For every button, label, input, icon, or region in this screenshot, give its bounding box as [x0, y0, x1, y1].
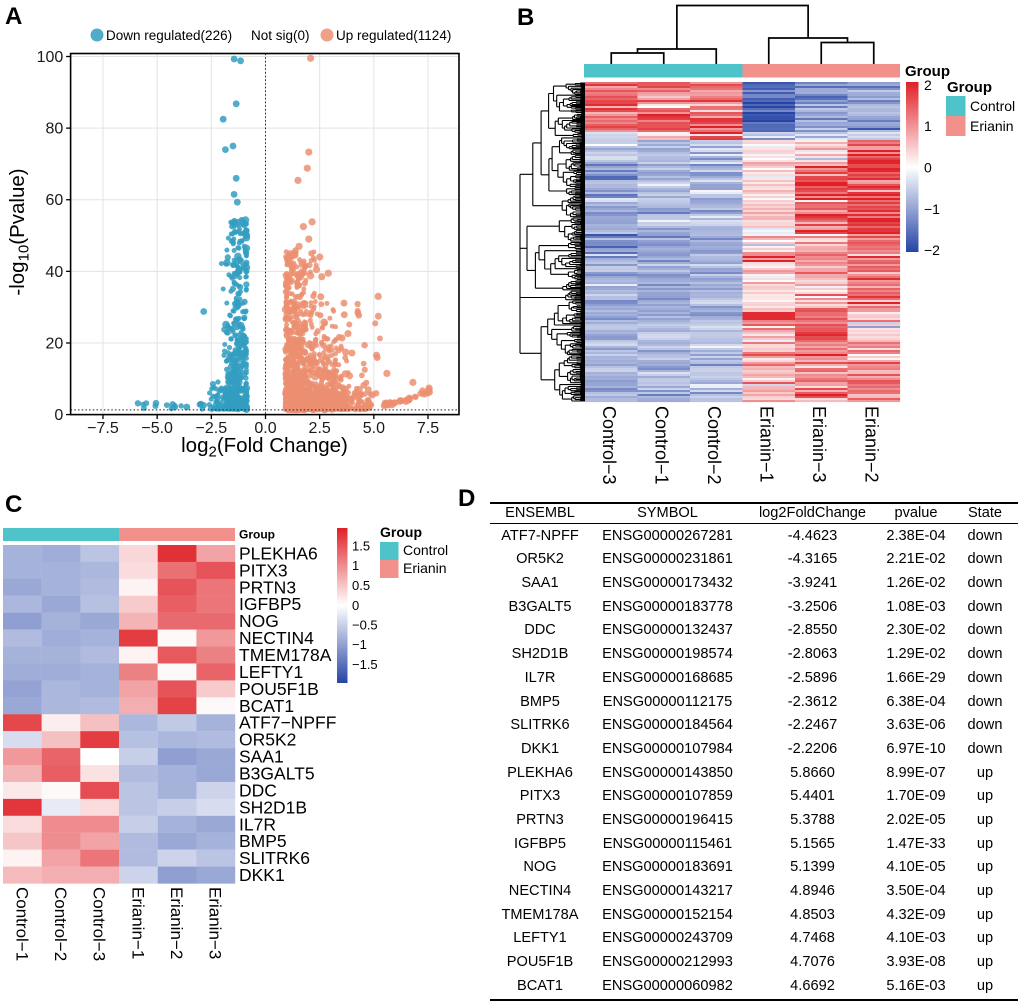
svg-text:20: 20	[46, 335, 64, 352]
svg-text:Control−2: Control−2	[704, 406, 724, 485]
svg-text:DKK1: DKK1	[239, 865, 285, 885]
svg-text:Erianin−3: Erianin−3	[206, 887, 225, 959]
svg-text:0: 0	[924, 160, 932, 176]
svg-text:−2.5: −2.5	[196, 420, 228, 437]
svg-text:Erianin−1: Erianin−1	[757, 406, 777, 483]
svg-text:Down regulated(226): Down regulated(226)	[106, 28, 232, 43]
svg-text:PITX3: PITX3	[239, 560, 288, 580]
svg-text:80: 80	[46, 121, 64, 138]
svg-text:Control: Control	[403, 542, 448, 558]
svg-text:IL7R: IL7R	[239, 814, 276, 834]
svg-text:C: C	[5, 491, 22, 518]
svg-text:SLITRK6: SLITRK6	[239, 848, 310, 868]
svg-text:Erianin−2: Erianin−2	[167, 887, 186, 959]
svg-text:Group: Group	[380, 524, 422, 540]
svg-text:1.5: 1.5	[352, 539, 370, 554]
svg-text:Control−1: Control−1	[12, 887, 31, 961]
svg-text:Control−3: Control−3	[599, 406, 619, 485]
svg-text:1: 1	[352, 558, 359, 573]
svg-text:−2: −2	[924, 242, 940, 258]
svg-text:SH2D1B: SH2D1B	[239, 797, 307, 817]
svg-text:SAA1: SAA1	[239, 747, 284, 767]
svg-text:Control: Control	[970, 98, 1015, 114]
svg-text:log2(Fold Change): log2(Fold Change)	[181, 434, 348, 461]
svg-text:Erianin−1: Erianin−1	[128, 887, 147, 959]
svg-text:B3GALT5: B3GALT5	[239, 764, 315, 784]
svg-text:5.0: 5.0	[363, 420, 385, 437]
svg-text:−1.5: −1.5	[352, 657, 378, 672]
svg-text:Control−1: Control−1	[652, 406, 672, 485]
svg-text:−0.5: −0.5	[352, 618, 378, 633]
svg-text:-log10(Pvalue): -log10(Pvalue)	[6, 168, 33, 295]
svg-text:0: 0	[54, 407, 63, 424]
svg-text:ATF7−NPFF: ATF7−NPFF	[239, 713, 336, 733]
svg-text:LEFTY1: LEFTY1	[239, 662, 303, 682]
svg-text:−1: −1	[352, 637, 367, 652]
svg-text:Erianin: Erianin	[403, 560, 447, 576]
svg-text:BMP5: BMP5	[239, 831, 287, 851]
svg-text:PRTN3: PRTN3	[239, 577, 296, 597]
svg-text:−1: −1	[924, 201, 940, 217]
svg-text:Control−2: Control−2	[51, 887, 70, 961]
svg-text:0.5: 0.5	[352, 578, 370, 593]
svg-text:Up regulated(1124): Up regulated(1124)	[336, 28, 451, 43]
svg-text:NECTIN4: NECTIN4	[239, 628, 314, 648]
svg-text:NOG: NOG	[239, 611, 279, 631]
svg-text:0: 0	[352, 598, 359, 613]
svg-text:−7.5: −7.5	[87, 420, 119, 437]
svg-text:2.5: 2.5	[309, 420, 331, 437]
svg-text:100: 100	[37, 49, 64, 66]
svg-text:POU5F1B: POU5F1B	[239, 679, 319, 699]
svg-text:B: B	[517, 4, 534, 31]
svg-text:A: A	[5, 3, 22, 30]
svg-text:7.5: 7.5	[417, 420, 439, 437]
svg-text:TMEM178A: TMEM178A	[239, 645, 332, 665]
svg-text:2: 2	[924, 77, 932, 93]
svg-text:IGFBP5: IGFBP5	[239, 594, 301, 614]
svg-text:−5.0: −5.0	[141, 420, 173, 437]
svg-text:Group: Group	[239, 528, 275, 542]
svg-text:Erianin−3: Erianin−3	[809, 406, 829, 483]
svg-text:OR5K2: OR5K2	[239, 730, 296, 750]
svg-text:DDC: DDC	[239, 780, 277, 800]
svg-text:Not sig(0): Not sig(0)	[251, 28, 310, 43]
svg-text:40: 40	[46, 264, 64, 281]
svg-text:Group: Group	[905, 63, 950, 80]
svg-text:Group: Group	[947, 79, 992, 96]
svg-text:PLEKHA6: PLEKHA6	[239, 544, 318, 564]
svg-text:BCAT1: BCAT1	[239, 696, 294, 716]
svg-text:60: 60	[46, 192, 64, 209]
svg-text:0.0: 0.0	[254, 420, 276, 437]
svg-text:Control−3: Control−3	[90, 887, 109, 961]
svg-text:Erianin−2: Erianin−2	[862, 406, 882, 483]
svg-text:1: 1	[924, 118, 932, 134]
svg-text:Erianin: Erianin	[970, 118, 1014, 134]
